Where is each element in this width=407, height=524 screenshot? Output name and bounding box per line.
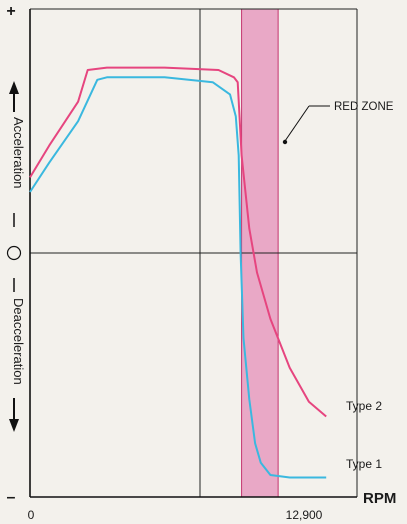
series-line-type-2 — [29, 66, 327, 418]
red-zone-leader-1 — [284, 105, 310, 142]
red-zone-label: RED ZONE — [334, 101, 394, 113]
y-axis-minus-label: – — [7, 489, 16, 506]
zero-marker-circle — [6, 245, 22, 261]
series-label-type-1: Type 1 — [346, 457, 382, 471]
series-line-type-1 — [29, 76, 327, 479]
x-axis-label: RPM — [363, 490, 396, 507]
x-tick-label-12900: 12,900 — [286, 508, 323, 522]
deceleration-label: Deacceleration — [11, 298, 26, 385]
x-tick-label-0: 0 — [28, 508, 35, 522]
acceleration-arrow-head — [9, 81, 19, 94]
acceleration-label: Acceleration — [11, 117, 26, 189]
y-axis-plus-label: + — [6, 3, 15, 20]
series-label-type-2: Type 2 — [346, 399, 382, 413]
red-zone-marker — [282, 139, 288, 145]
deceleration-arrow-head — [9, 419, 19, 432]
